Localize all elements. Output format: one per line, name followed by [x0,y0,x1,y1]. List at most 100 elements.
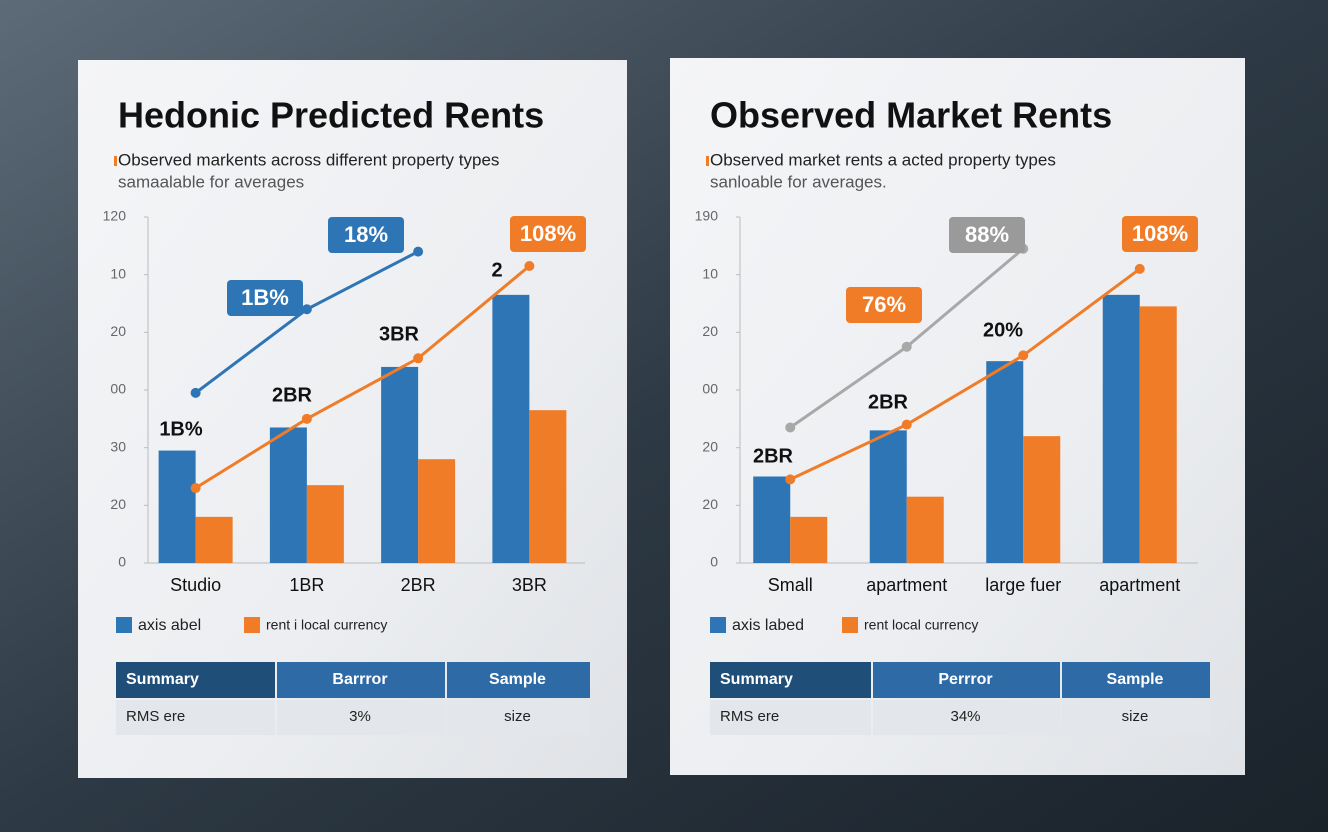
annotation: 2BR [272,384,313,406]
y-tick-label: 0 [710,554,718,570]
line-marker [524,261,535,272]
y-tick-label: 20 [702,438,718,454]
legend-swatch [842,617,858,633]
y-tick-label: 0 [118,554,126,570]
table-cell [277,700,445,735]
table-header: Sample [1107,671,1164,688]
table-cell-text: 34% [950,708,980,725]
x-tick-label: 3BR [512,575,547,595]
y-tick-label: 10 [702,265,718,281]
table-header: Summary [720,671,793,688]
table-header-cell [1062,662,1210,698]
annotation: 1B% [241,285,289,310]
table-header: Summary [126,671,199,688]
annotation-box [227,280,303,316]
annotation: 3BR [379,323,420,345]
bar [869,430,907,563]
x-tick-label: large fuer [985,575,1061,595]
table-header: Sample [489,671,546,688]
y-tick-label: 20 [110,323,126,339]
x-tick-label: Small [768,575,813,595]
bar [306,485,344,563]
table-header: Barrror [332,671,387,688]
y-tick-label: 20 [702,323,718,339]
line [789,267,1141,481]
subtitle-marker [114,156,117,166]
y-tick-label: 10 [110,265,126,281]
subtitle: Observed market rents a acted property t… [710,150,1056,169]
table-cell-text: size [1122,708,1149,725]
x-tick-label: apartment [1099,575,1180,595]
bar [753,476,791,563]
annotation: 88% [965,222,1009,247]
subtitle: Observed markents across different prope… [118,150,499,169]
bar [986,361,1024,563]
line-marker [413,246,424,257]
annotation-box [949,217,1025,253]
annotation: 1B% [159,418,203,440]
table-header-cell [873,662,1060,698]
subtitle: samaalable for averages [118,172,304,191]
chart-title: Hedonic Predicted Rents [118,95,544,136]
annotation-box [510,216,586,252]
y-tick-label: 00 [110,381,126,397]
chart-title: Observed Market Rents [710,95,1112,136]
legend-swatch [116,617,132,633]
table-header-cell [710,662,871,698]
bar [381,366,419,563]
line-marker [1018,350,1029,361]
bar [418,459,456,563]
annotation: 2 [491,259,502,281]
bar [906,496,944,563]
line-marker [301,413,312,424]
line-marker [785,474,796,485]
annotation: 20% [983,319,1023,341]
bar [195,516,233,563]
legend-label: rent local currency [864,617,978,633]
annotation: 76% [862,292,906,317]
bar [1102,294,1140,563]
subtitle-marker [706,156,709,166]
y-tick-label: 20 [110,496,126,512]
table-cell [710,700,871,735]
bar [529,410,567,563]
bar [1023,436,1061,563]
table-header-cell [447,662,590,698]
y-tick-label: 30 [110,438,126,454]
annotation-box [846,287,922,323]
line-marker [901,419,912,430]
y-tick-label: 190 [695,208,719,224]
line-marker [301,304,312,315]
annotation: 108% [1132,221,1188,246]
annotation: 2BR [753,445,794,467]
line-marker [785,422,796,433]
table-header: Perrror [938,671,992,688]
legend-label: rent i local currency [266,617,387,633]
table-cell [116,700,275,735]
bar [790,516,828,563]
subtitle: sanloable for averages. [710,172,887,191]
table-header-cell [116,662,275,698]
annotation-box [328,217,404,253]
y-tick-label: 120 [103,208,127,224]
x-tick-label: 1BR [289,575,324,595]
bar [158,450,196,563]
line-marker [190,387,201,398]
table-header-cell [277,662,445,698]
line [194,264,531,490]
bar [492,294,530,563]
table-cell-text: RMS ere [720,708,779,725]
table-cell [1062,700,1210,735]
line-marker [901,341,912,352]
bar [269,427,307,563]
line-marker [1134,263,1145,274]
annotation: 108% [520,221,576,246]
annotation: 18% [344,222,388,247]
table-cell-text: 3% [349,708,371,725]
x-tick-label: 2BR [401,575,436,595]
y-tick-label: 00 [702,381,718,397]
x-tick-label: apartment [866,575,947,595]
legend-swatch [244,617,260,633]
